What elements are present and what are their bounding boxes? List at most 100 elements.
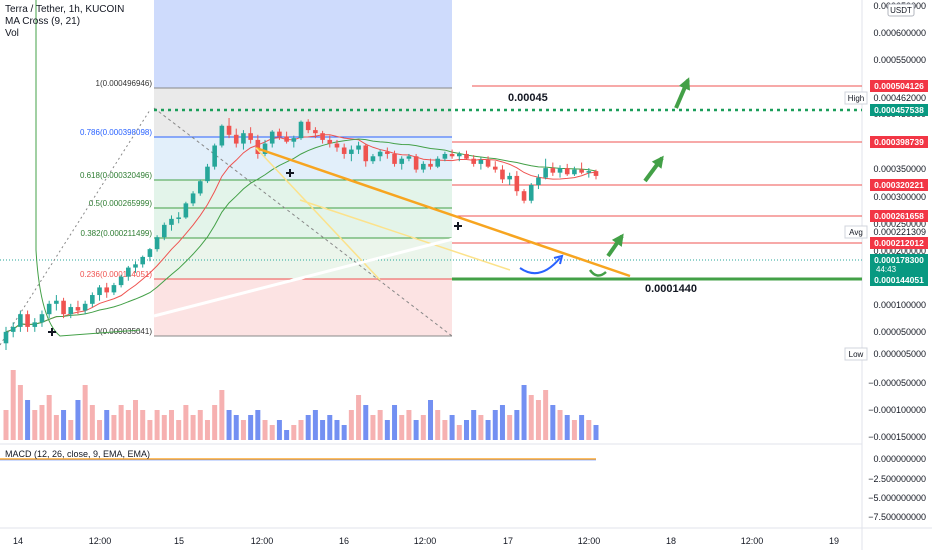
cross-marker [48, 328, 56, 336]
volume-bar [356, 395, 362, 440]
volume-bar [219, 390, 225, 440]
fib-label: 0.618(0.000320496) [80, 171, 152, 180]
time-tick: 19 [829, 536, 839, 546]
volume-bar [53, 415, 59, 440]
volume-bar [334, 420, 340, 440]
candle-body [356, 145, 361, 150]
candle-body [579, 169, 584, 173]
candle-body [456, 153, 462, 157]
volume-tick: −0.000100000 [868, 405, 926, 415]
volume-bar [89, 405, 95, 440]
volume-bar [111, 415, 117, 440]
target-arrow-head [611, 233, 624, 247]
price-tag-box [844, 91, 868, 105]
volume-tick: −0.000050000 [868, 378, 926, 388]
candle-body [284, 136, 289, 142]
cross-marker [286, 169, 294, 177]
candle-body [500, 169, 505, 180]
price-tag-box [844, 225, 868, 239]
volume-bar [449, 415, 455, 440]
volume-bar [564, 415, 570, 440]
volume-bar [140, 410, 146, 440]
volume-bar [125, 410, 131, 440]
price-label-box [870, 254, 928, 266]
candle-body [305, 121, 311, 131]
macd-legend[interactable]: MACD (12, 26, close, 9, EMA, EMA) [5, 449, 151, 459]
candle-body [449, 153, 455, 157]
candle-body [385, 151, 390, 154]
candle-body [471, 158, 476, 164]
candle-body [205, 166, 210, 182]
volume-legend[interactable]: Vol [5, 28, 19, 39]
volume-bar [168, 410, 174, 440]
candle-body [133, 264, 138, 268]
candle-body [514, 175, 520, 192]
volume-bar [305, 415, 311, 440]
macd-tick: −5.000000000 [868, 493, 926, 503]
volume-bar [17, 385, 23, 440]
fib-zone [154, 180, 452, 208]
volume-bar [204, 420, 210, 440]
candle-body [241, 133, 246, 144]
price-label-box [870, 210, 928, 222]
candle-body [421, 163, 426, 170]
fib-zone [154, 208, 452, 238]
time-tick: 12:00 [89, 536, 112, 546]
candle-body [327, 139, 333, 144]
volume-bar [557, 410, 563, 440]
time-tick: 12:00 [414, 536, 437, 546]
candle-body [334, 143, 340, 148]
candle-body [349, 149, 354, 154]
volume-bar [593, 425, 599, 440]
time-tick: 14 [13, 536, 23, 546]
candle-body [190, 193, 196, 204]
candle-body [233, 134, 239, 144]
ma-cross-legend[interactable]: MA Cross (9, 21) [5, 16, 81, 27]
candle-body [442, 153, 448, 159]
target-arrow-head [678, 77, 690, 91]
volume-bar [579, 415, 585, 440]
volume-bar [190, 415, 196, 440]
volume-bar [161, 415, 167, 440]
candles [3, 118, 599, 350]
volume-bar [276, 420, 282, 440]
price-tick: 0.000100000 [873, 300, 926, 310]
volume-bar [154, 410, 160, 440]
curve-arrow [519, 257, 561, 275]
fib-label: 0.236(0.000144051) [80, 270, 152, 279]
candle-body [269, 131, 275, 144]
candle-body [291, 138, 297, 142]
volume-bar [571, 420, 577, 440]
candle-body [118, 276, 124, 286]
price-tag-box [844, 347, 868, 361]
volume-bar [291, 425, 297, 440]
candle-body [341, 147, 347, 154]
volume-bar [10, 370, 16, 440]
macd-tick: 0.000000000 [873, 454, 926, 464]
volume-bar [428, 400, 434, 440]
volume-bar [348, 410, 354, 440]
candle-body [39, 314, 45, 323]
target-arrow-head [651, 155, 664, 169]
time-tick: 12:00 [741, 536, 764, 546]
candle-body [392, 153, 397, 164]
candle-body [435, 158, 441, 167]
ma-21-history [35, 0, 141, 337]
volume-tick: −0.000150000 [868, 432, 926, 442]
price-tick: 0.000550000 [873, 55, 926, 65]
volume-bar [442, 420, 448, 440]
volume-bar [463, 420, 469, 440]
volume-bar [147, 420, 153, 440]
candle-body [104, 287, 110, 293]
price-label-plain: 0.000221309 [873, 227, 926, 237]
volume-bar [240, 420, 246, 440]
macd-tick: −2.500000000 [868, 474, 926, 484]
symbol-title[interactable]: Terra / Tether, 1h, KUCOIN [5, 4, 125, 15]
candle-body [255, 139, 261, 154]
time-tick: 16 [339, 536, 349, 546]
volume-bar [435, 410, 441, 440]
fib-label: 1(0.000496946) [96, 79, 153, 88]
fib-label: 0.382(0.000211499) [81, 229, 153, 238]
currency-badge-label: USDT [890, 6, 912, 15]
